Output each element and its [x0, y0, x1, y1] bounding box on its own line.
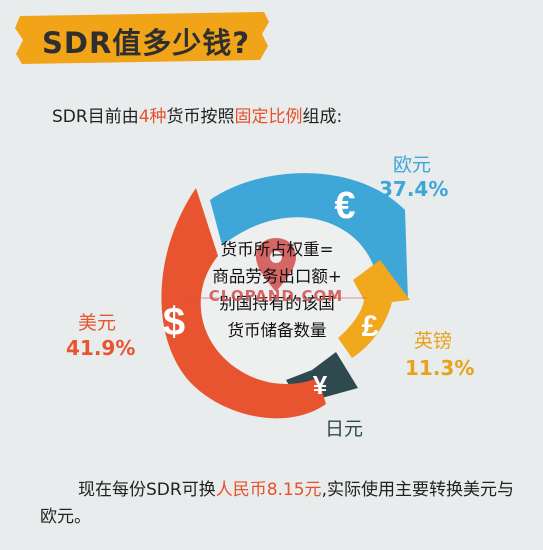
footer-prefix: 现在每份SDR可换 [78, 480, 216, 500]
yen-symbol: ¥ [313, 370, 328, 400]
dollar-segment [161, 188, 326, 419]
pound-symbol: £ [362, 310, 379, 343]
euro-segment [210, 173, 408, 300]
footer-text: 现在每份SDR可换人民币8.15元,实际使用主要转换美元与 欧元。 [40, 477, 520, 531]
pound-percent: 11.3% [405, 356, 475, 380]
euro-percent: 37.4% [379, 177, 449, 201]
dollar-label: 美元 [78, 312, 117, 334]
intro-text: SDR目前由4种货币按照固定比例组成: [52, 102, 342, 127]
banner-background [15, 12, 269, 64]
footer-highlight-rate: 人民币8.15元 [215, 480, 322, 500]
footer-suffix: ,实际使用主要转换美元与 [321, 480, 514, 500]
footer-line-2: 欧元。 [40, 507, 91, 527]
euro-label: 欧元 [393, 154, 432, 176]
formula-line-3: 别国持有的该国 [219, 294, 335, 313]
pound-segment [338, 260, 410, 358]
dollar-symbol: $ [163, 300, 185, 344]
intro-highlight-count: 4种 [138, 107, 167, 127]
formula-line-4: 货币储备数量 [227, 321, 327, 340]
location-pin-icon [256, 238, 296, 292]
formula-line-2: 商品劳务出口额+ [212, 267, 342, 286]
intro-prefix: SDR目前由 [52, 107, 139, 127]
intro-suffix: 组成: [302, 107, 343, 127]
dollar-percent: 41.9% [66, 336, 136, 360]
inner-disc [181, 195, 373, 387]
intro-middle: 货币按照 [166, 107, 235, 127]
euro-symbol: € [334, 185, 355, 227]
intro-highlight-ratio: 固定比例 [234, 107, 303, 127]
footer-line-1: 现在每份SDR可换人民币8.15元,实际使用主要转换美元与 [40, 477, 520, 504]
watermark-text: CLOPAND.COM [208, 287, 344, 305]
yen-label: 日元 [325, 418, 364, 440]
page-title: SDR值多少钱? [42, 26, 251, 60]
pound-label: 英镑 [414, 330, 453, 352]
weight-formula: 货币所占权重= 商品劳务出口额+ 别国持有的该国 货币储备数量 [192, 236, 362, 344]
formula-line-1: 货币所占权重= [220, 240, 334, 259]
title-banner: SDR值多少钱? [14, 10, 270, 66]
